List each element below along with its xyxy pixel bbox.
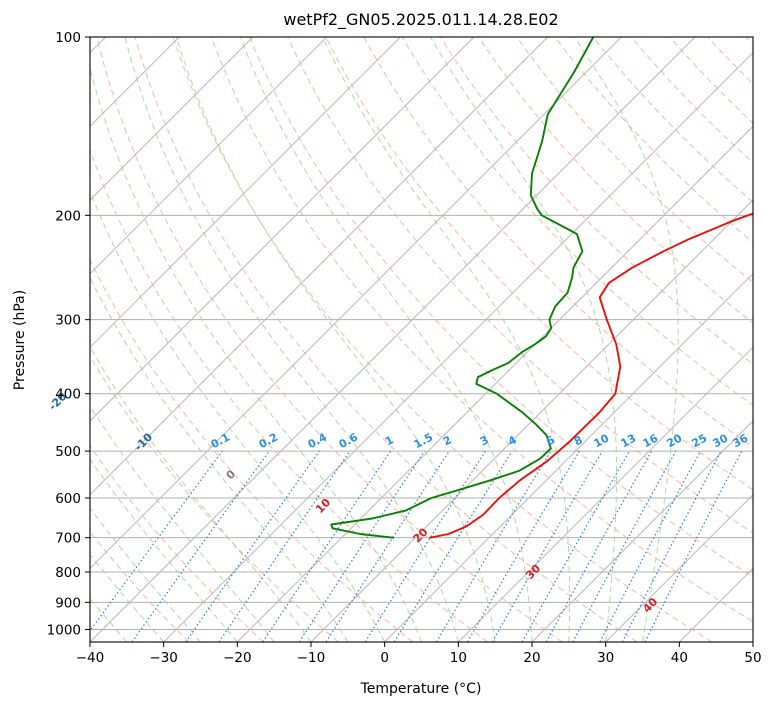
isotherm-line: [163, 51, 753, 642]
isotherm-line: [90, 37, 328, 275]
isotherm-line: [90, 37, 475, 422]
moist-adiabat-line: [90, 189, 386, 642]
isotherm-line: [457, 346, 753, 642]
x-tick-label: 10: [450, 650, 467, 666]
x-tick-label: −30: [149, 650, 178, 666]
dry-adiabat-line: [172, 37, 712, 642]
isotherm-line: [531, 420, 753, 642]
y-tick-label: 100: [55, 30, 81, 46]
y-tick-label: 800: [55, 565, 81, 581]
mixing-ratio-label: 13: [619, 432, 639, 451]
moist-adiabat-line: [90, 458, 238, 642]
dry-adiabat-line: [516, 37, 753, 284]
y-tick-label: 900: [55, 595, 81, 611]
mixing-ratio-label: 16: [641, 431, 661, 450]
isotherm-line: [90, 37, 549, 496]
isotherm-line: [90, 37, 254, 201]
y-tick-label: 700: [55, 531, 81, 547]
x-tick-label: −40: [76, 650, 105, 666]
dewpoint-profile-line: [330, 37, 595, 539]
moist-adiabat-line: [90, 65, 422, 642]
moist-adiabat-line: [175, 37, 496, 642]
isotherm-line: [236, 125, 753, 642]
dry-adiabat-line: [210, 37, 753, 623]
x-tick-label: 40: [671, 650, 688, 666]
mixing-ratio-line: [185, 450, 320, 642]
y-tick-label: 1000: [47, 622, 81, 638]
y-tick-label: 400: [55, 387, 81, 403]
moist-adiabat-line: [124, 37, 459, 642]
chart-grid: [90, 37, 753, 642]
mixing-ratio-line: [131, 450, 270, 642]
x-tick-label: 0: [380, 650, 389, 666]
temperature-profile-line: [429, 212, 753, 539]
y-tick-label: 300: [55, 313, 81, 329]
dry-adiabat-line: [325, 37, 753, 491]
x-tick-label: −20: [223, 650, 252, 666]
moist-adiabat-line: [90, 345, 312, 642]
moist-adiabat-line: [90, 405, 275, 642]
moist-adiabat-line: [239, 37, 533, 642]
mixing-ratio-line: [325, 450, 450, 642]
chart-axes: −40 −30 −20 −10 0 10 20 30 40 50 100 200 300 400 500 60…: [47, 30, 762, 666]
moist-adiabat-line: [90, 553, 165, 642]
x-tick-label: 20: [523, 650, 540, 666]
mixing-ratio-line: [545, 450, 653, 642]
mixing-ratio-label: 20: [665, 431, 685, 450]
moist-adiabat-line: [574, 37, 679, 642]
dry-adiabat-line: [249, 37, 753, 578]
moist-adiabat-line: [322, 37, 571, 642]
isotherm-line: [90, 37, 622, 570]
x-tick-label: 30: [597, 650, 614, 666]
mixing-ratio-line: [90, 450, 223, 632]
x-tick-label: 50: [744, 650, 761, 666]
moist-adiabat-line: [90, 507, 201, 642]
x-tick-label: −10: [297, 650, 326, 666]
mixing-ratio-line: [218, 450, 351, 642]
dry-adiabat-line: [90, 258, 414, 642]
x-axis-label: Temperature (°C): [360, 681, 482, 697]
mixing-ratio-label: 10: [592, 431, 612, 450]
y-tick-label: 600: [55, 491, 81, 507]
mixing-ratio-line: [644, 450, 743, 642]
moist-adiabat-line: [90, 276, 349, 642]
mixing-ratio-line: [572, 450, 677, 642]
dry-adiabat-line: [90, 355, 339, 642]
chart-data-layer: [330, 37, 753, 539]
mixing-ratio-line: [262, 450, 392, 642]
dry-adiabat-line: [96, 37, 563, 642]
mixing-ratio-line: [521, 450, 631, 642]
y-tick-label: 200: [55, 208, 81, 224]
mixing-ratio-label: 36: [731, 431, 751, 450]
mixing-ratio-label: 30: [711, 431, 731, 450]
dry-adiabat-line: [287, 37, 753, 534]
y-tick-label: 500: [55, 444, 81, 460]
moist-adiabat-line: [90, 597, 128, 642]
dry-adiabat-line: [134, 37, 638, 642]
mixing-ratio-line: [393, 450, 513, 642]
chart-title: wetPf2_GN05.2025.011.14.28.E02: [283, 10, 558, 30]
mixing-ratio-line: [298, 450, 425, 642]
isotherm-line: [384, 272, 753, 642]
dry-adiabat-line: [90, 445, 264, 642]
plot-frame: [89, 36, 754, 643]
y-axis-label: Pressure (hPa): [12, 290, 28, 390]
isotherm-line: [605, 493, 753, 642]
moist-adiabat-line: [430, 37, 617, 642]
mixing-ratio-label: 25: [690, 432, 710, 451]
